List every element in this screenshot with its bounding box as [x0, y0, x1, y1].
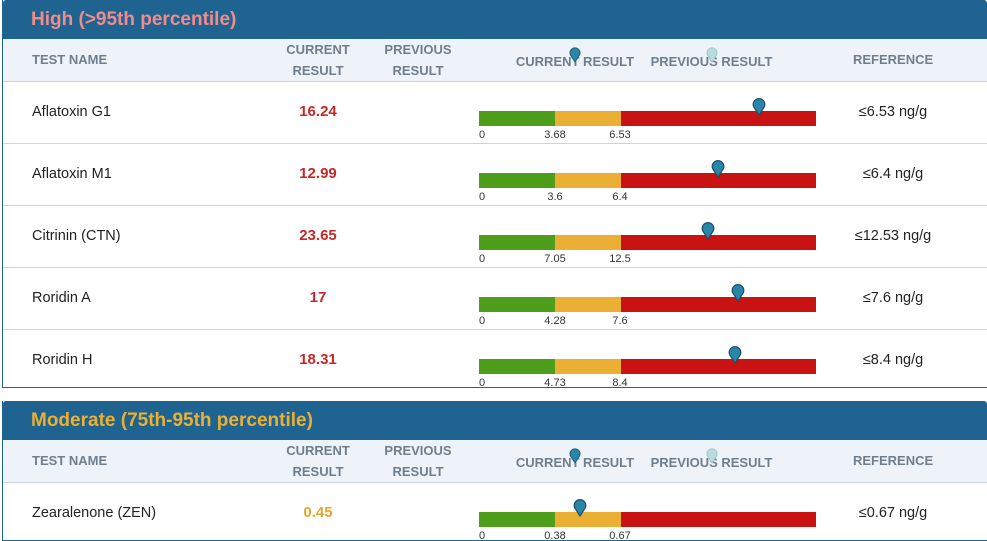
legend-current-result: CURRENT RESULT — [515, 448, 635, 473]
table-row: Zearalenone (ZEN) 0.45 0 0.38 0.67 ≤0.67 ng/g — [3, 482, 987, 541]
high-zone — [621, 297, 816, 312]
current-marker-icon — [569, 448, 581, 464]
moderate-section: Moderate (75th-95th percentile) TEST NAM… — [2, 401, 987, 541]
current-result-marker-icon — [728, 346, 742, 364]
current-value: 23.65 — [299, 227, 337, 244]
col-reference: REFERENCE — [853, 52, 934, 67]
table-row: Aflatoxin M1 12.99 0 3.6 6.4 ≤6.4 ng/g — [3, 143, 987, 205]
section-title: Moderate (75th-95th percentile) — [3, 401, 987, 440]
reference-value: ≤7.6 ng/g — [862, 290, 924, 306]
section-title: High (>95th percentile) — [3, 0, 987, 39]
high-zone — [621, 235, 816, 250]
range-bar — [479, 235, 816, 250]
high-zone — [621, 111, 816, 126]
tick-label: 4.73 — [544, 377, 566, 388]
table-row: Citrinin (CTN) 23.65 0 7.05 12.5 ≤12.53 ng/g — [3, 205, 987, 267]
test-name: Aflatoxin G1 — [32, 104, 111, 120]
results-table: Aflatoxin G1 16.24 0 3.68 6.53 ≤6.53 ng/g Afla… — [3, 81, 987, 388]
col-previous-result: PREVIOUS RESULT — [384, 42, 452, 78]
previous-marker-icon — [706, 47, 717, 63]
moderate-zone — [555, 173, 621, 188]
tick-label: 3.6 — [547, 191, 563, 203]
test-name: Zearalenone (ZEN) — [32, 505, 157, 521]
reference-value: ≤0.67 ng/g — [858, 505, 928, 521]
moderate-zone — [555, 111, 621, 126]
high-zone — [621, 173, 816, 188]
tick-label: 7.05 — [544, 253, 566, 265]
normal-zone — [479, 297, 555, 312]
current-value: 18.31 — [299, 351, 337, 368]
test-name: Citrinin (CTN) — [32, 228, 121, 244]
moderate-zone — [555, 512, 621, 527]
col-test-name: TEST NAME — [32, 52, 108, 67]
tick-label: 6.4 — [612, 191, 628, 203]
tick-label: 12.5 — [609, 253, 631, 265]
tick-label: 8.4 — [612, 377, 628, 388]
range-bar — [479, 359, 816, 374]
test-name: Roridin H — [32, 352, 93, 368]
moderate-zone — [555, 359, 621, 374]
test-name: Roridin A — [32, 290, 91, 306]
current-result-marker-icon — [732, 284, 745, 302]
current-value: 16.24 — [299, 103, 337, 120]
high-zone — [621, 512, 816, 527]
current-marker-icon — [569, 47, 581, 63]
legend-current-result: CURRENT RESULT — [515, 47, 635, 72]
column-header-row: TEST NAME CURRENT RESULT PREVIOUS RESULT C… — [3, 440, 987, 482]
col-reference: REFERENCE — [853, 453, 934, 468]
table-row: Aflatoxin G1 16.24 0 3.68 6.53 ≤6.53 ng/g — [3, 81, 987, 143]
current-value: 12.99 — [299, 165, 337, 182]
reference-value: ≤6.53 ng/g — [858, 104, 928, 120]
table-row: Roridin A 17 0 4.28 7.6 ≤7.6 ng/g — [3, 267, 987, 329]
normal-zone — [479, 173, 555, 188]
current-result-marker-icon — [752, 98, 766, 116]
normal-zone — [479, 235, 555, 250]
test-name: Aflatoxin M1 — [32, 166, 112, 182]
tick-label: 3.68 — [544, 129, 566, 141]
tick-label: 0 — [478, 129, 486, 141]
tick-label: 0 — [478, 530, 486, 541]
range-bar — [479, 111, 816, 126]
previous-marker-icon — [706, 448, 717, 464]
high-section: High (>95th percentile) TEST NAME CURREN… — [2, 0, 987, 388]
table-row: Roridin H 18.31 0 4.73 8.4 ≤8.4 ng/g — [3, 329, 987, 388]
range-bar — [479, 297, 816, 312]
current-value: 0.45 — [303, 504, 333, 521]
legend-previous-result: PREVIOUS RESULT — [649, 47, 774, 72]
tick-label: 7.6 — [612, 315, 628, 327]
current-result-marker-icon — [711, 160, 725, 178]
moderate-zone — [555, 235, 621, 250]
col-previous-result: PREVIOUS RESULT — [384, 443, 452, 479]
column-header-row: TEST NAME CURRENT RESULT PREVIOUS RESULT C… — [3, 39, 987, 81]
tick-label: 0 — [478, 315, 486, 327]
tick-label: 0 — [478, 377, 486, 388]
range-bar — [479, 512, 816, 527]
col-current-result: CURRENT RESULT — [286, 42, 350, 78]
tick-label: 0.67 — [609, 530, 631, 541]
reference-value: ≤12.53 ng/g — [854, 228, 932, 244]
normal-zone — [479, 359, 555, 374]
reference-value: ≤6.4 ng/g — [862, 166, 924, 182]
normal-zone — [479, 512, 555, 527]
tick-label: 0.38 — [544, 530, 566, 541]
reference-value: ≤8.4 ng/g — [862, 352, 924, 368]
col-test-name: TEST NAME — [32, 453, 108, 468]
results-table: Zearalenone (ZEN) 0.45 0 0.38 0.67 ≤0.67 ng/g — [3, 482, 987, 541]
high-zone — [621, 359, 816, 374]
tick-label: 4.28 — [544, 315, 566, 327]
tick-label: 6.53 — [609, 129, 631, 141]
normal-zone — [479, 111, 555, 126]
tick-label: 0 — [478, 253, 486, 265]
current-result-marker-icon — [573, 499, 587, 517]
col-current-result: CURRENT RESULT — [286, 443, 350, 479]
legend-previous-result: PREVIOUS RESULT — [649, 448, 774, 473]
moderate-zone — [555, 297, 621, 312]
current-result-marker-icon — [701, 222, 715, 240]
range-bar — [479, 173, 816, 188]
current-value: 17 — [309, 289, 327, 306]
tick-label: 0 — [478, 191, 486, 203]
